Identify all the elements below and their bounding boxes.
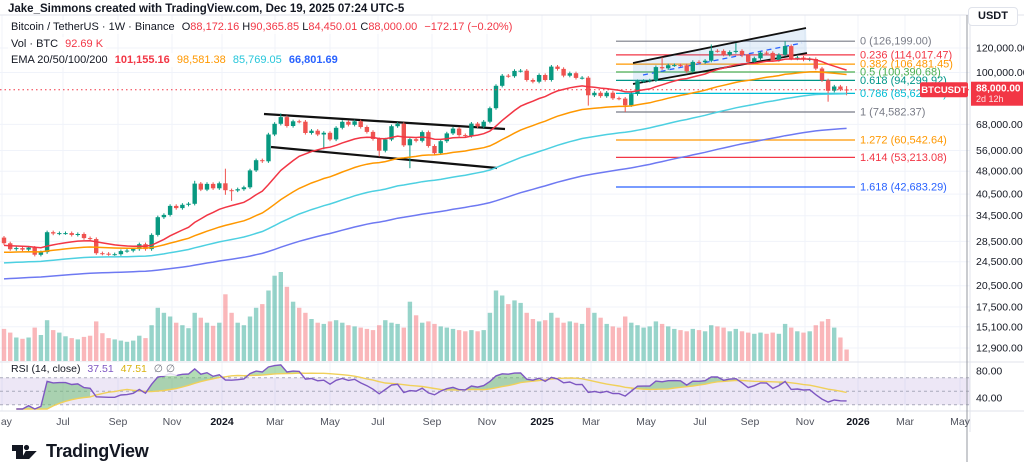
rsi-legend-row[interactable]: RSI (14, close) 37.51 47.51 ∅ ∅	[8, 362, 179, 376]
volume-legend-row[interactable]: Vol · BTC 92.69 K	[8, 37, 107, 51]
ema-100-line	[3, 93, 847, 264]
rsi-line	[16, 364, 847, 410]
volume-series	[1, 272, 849, 362]
rsi-empty-values: ∅ ∅	[153, 363, 176, 375]
time-axis-label: Mar	[582, 416, 601, 428]
rsi-ma-value: 47.51	[120, 363, 147, 375]
time-axis-label: 2026	[846, 416, 870, 428]
fib-level-label: 0.236 (114,017.47)	[860, 49, 952, 61]
ema-50-line	[3, 70, 847, 254]
rsi-ma-line	[16, 372, 847, 410]
price-axis-label: 34,500.00	[976, 210, 1023, 222]
rsi-axis-label: 40.00	[976, 393, 1002, 405]
fib-level-label: 0.5 (100,390.68)	[860, 67, 941, 79]
fib-retracement: 0 (126,199.00)0.236 (114,017.47)0.382 (1…	[616, 36, 953, 194]
price-axis-label: 20,500.00	[976, 280, 1023, 292]
ema-lines	[3, 58, 847, 280]
fib-level-label: 0 (126,199.00)	[860, 36, 932, 48]
fib-level-label: 1.414 (53,213.08)	[860, 152, 947, 164]
ema200-value: 66,801.69	[288, 54, 338, 66]
price-axis-label: 100,000.00	[976, 67, 1024, 79]
price-axis-label: 120,000.00	[976, 43, 1024, 55]
currency-toggle-button[interactable]: USDT	[968, 7, 1018, 26]
low-label: L	[302, 21, 309, 33]
change-value: −172.17 (−0.20%)	[424, 21, 513, 33]
last-price-label: 88,000.00	[976, 84, 1021, 95]
rsi-value: 37.51	[87, 363, 114, 375]
price-axis[interactable]: 120,000.00 100,000.00 68,000.00 56,000.00 48…	[976, 43, 1024, 405]
price-axis-label: 48,000.00	[976, 166, 1023, 178]
fib-level-label: 1 (74,582.37)	[860, 107, 925, 119]
price-axis-label: 15,100.00	[976, 321, 1023, 333]
fib-level-label: 0.382 (106,481.45)	[860, 59, 953, 71]
fib-level-label: 1.618 (42,683.29)	[860, 182, 947, 194]
time-axis-label: Sep	[109, 416, 128, 428]
ema100-value: 85,769.05	[232, 54, 282, 66]
close-label: C	[360, 21, 369, 33]
ema-legend-row[interactable]: EMA 20/50/100/200 101,155.16 98,581.38 8…	[8, 53, 341, 67]
tradingview-logo-text: TradingView	[46, 441, 149, 461]
trend-channel-2024	[263, 112, 506, 170]
time-axis-label: May	[0, 416, 13, 428]
tradingview-logo[interactable]: TradingView	[12, 441, 149, 462]
symbol-badge: BTCUSDT	[921, 85, 967, 96]
time-axis-label: Sep	[423, 416, 442, 428]
time-axis[interactable]: May Jul Sep Nov 2024 Mar May Jul Sep Nov 2025 Mar Ma…	[0, 416, 971, 428]
ema20-value: 101,155.16	[114, 54, 170, 66]
bar-countdown-label: 2d 12h	[976, 94, 1004, 104]
time-axis-label: 2024	[210, 416, 234, 428]
price-axis-label: 24,500.00	[976, 256, 1023, 268]
time-axis-label: Mar	[896, 416, 915, 428]
tradingview-logo-icon	[12, 444, 37, 459]
time-axis-label: Nov	[163, 416, 182, 428]
fib-level-label: 1.272 (60,542.64)	[860, 135, 947, 147]
price-axis-label: 12,900.00	[976, 342, 1023, 354]
symbol-legend-row[interactable]: Bitcoin / TetherUS · 1W · Binance O88,17…	[8, 20, 516, 34]
rsi-lines	[10, 364, 847, 410]
grid-lines	[0, 15, 970, 411]
rsi-axis-label: 80.00	[976, 366, 1002, 378]
price-axis-label: 28,500.00	[976, 236, 1023, 248]
price-line-badge: BTCUSDT	[920, 82, 968, 98]
open-value: 88,172.16	[190, 21, 240, 33]
candlestick-series	[1, 41, 849, 257]
time-axis-label: Nov	[478, 416, 497, 428]
high-label: H	[242, 21, 251, 33]
close-value: 88,000.00	[368, 21, 418, 33]
rsi-label: RSI	[11, 363, 29, 375]
ema-200-line	[3, 127, 847, 280]
volume-label: Vol · BTC	[11, 38, 59, 50]
price-axis-label: 40,500.00	[976, 189, 1023, 201]
time-axis-label: Nov	[796, 416, 815, 428]
ema-label: EMA 20/50/100/200	[11, 54, 108, 66]
symbol-title[interactable]: Bitcoin / TetherUS · 1W · Binance	[11, 21, 175, 33]
volume-value: 92.69 K	[65, 38, 104, 50]
low-value: 84,450.01	[308, 21, 358, 33]
price-axis-label: 17,500.00	[976, 301, 1023, 313]
price-axis-label: 68,000.00	[976, 119, 1023, 131]
time-axis-label: May	[950, 416, 971, 428]
attribution-text: Jake_Simmons created with TradingView.co…	[8, 3, 405, 15]
time-axis-label: Sep	[741, 416, 760, 428]
open-label: O	[181, 21, 191, 33]
time-axis-label: May	[320, 416, 341, 428]
rsi-params: (14, close)	[31, 363, 81, 375]
time-axis-label: May	[636, 416, 657, 428]
price-axis-label: 56,000.00	[976, 145, 1023, 157]
time-axis-label: Jul	[56, 416, 69, 428]
high-value: 90,365.85	[250, 21, 300, 33]
time-axis-label: 2025	[530, 416, 554, 428]
time-axis-label: Jul	[371, 416, 384, 428]
time-axis-label: Mar	[266, 416, 285, 428]
time-axis-label: Jul	[693, 416, 706, 428]
ema-20-line	[3, 58, 847, 249]
ema50-value: 98,581.38	[176, 54, 226, 66]
